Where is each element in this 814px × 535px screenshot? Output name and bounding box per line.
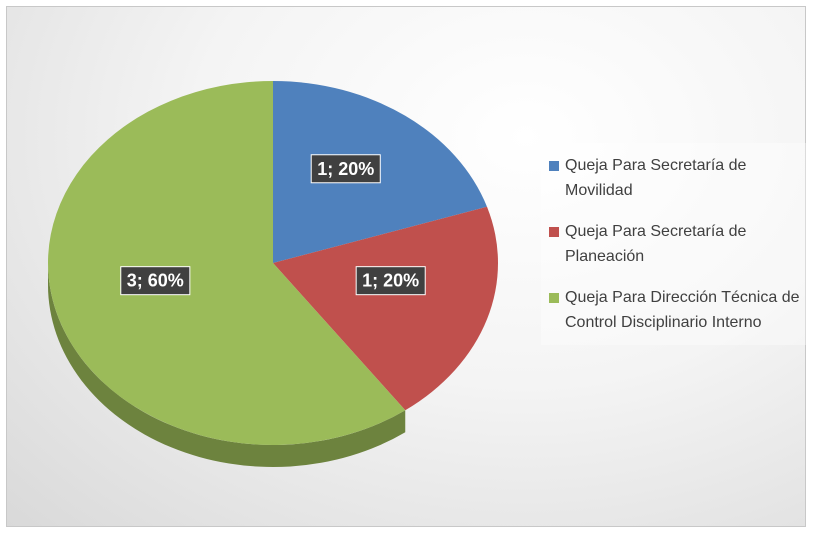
legend-swatch [549, 161, 559, 171]
data-label: 3; 60% [120, 266, 191, 296]
legend-swatch [549, 293, 559, 303]
slice [47, 81, 406, 445]
data-label-box [355, 266, 426, 296]
legend-item: Queja Para Secretaría de Planeación [549, 219, 807, 269]
legend-label: Queja Para Dirección Técnica de Control … [565, 289, 800, 331]
slice [273, 206, 498, 411]
data-label-text: 3; 60% [127, 271, 184, 291]
data-label-box [310, 154, 381, 184]
slice-side [48, 263, 406, 467]
legend-label: Queja Para Secretaría de Movilidad [565, 157, 747, 199]
data-label-text: 1; 20% [362, 271, 419, 291]
data-label: 1; 20% [310, 154, 381, 184]
legend-swatch [549, 227, 559, 237]
data-label: 1; 20% [355, 266, 426, 296]
legend-item: Queja Para Dirección Técnica de Control … [549, 285, 807, 335]
legend: Queja Para Secretaría de Movilidad Queja … [541, 143, 807, 345]
data-label-box [120, 266, 191, 296]
legend-item: Queja Para Secretaría de Movilidad [549, 153, 807, 203]
legend-label: Queja Para Secretaría de Planeación [565, 223, 747, 265]
chart-area: 1; 20% 1; 20% 3; 60% Queja Para Secretaría… [6, 6, 807, 527]
data-label-text: 1; 20% [317, 159, 374, 179]
chart: 1; 20% 1; 20% 3; 60% [47, 81, 498, 467]
